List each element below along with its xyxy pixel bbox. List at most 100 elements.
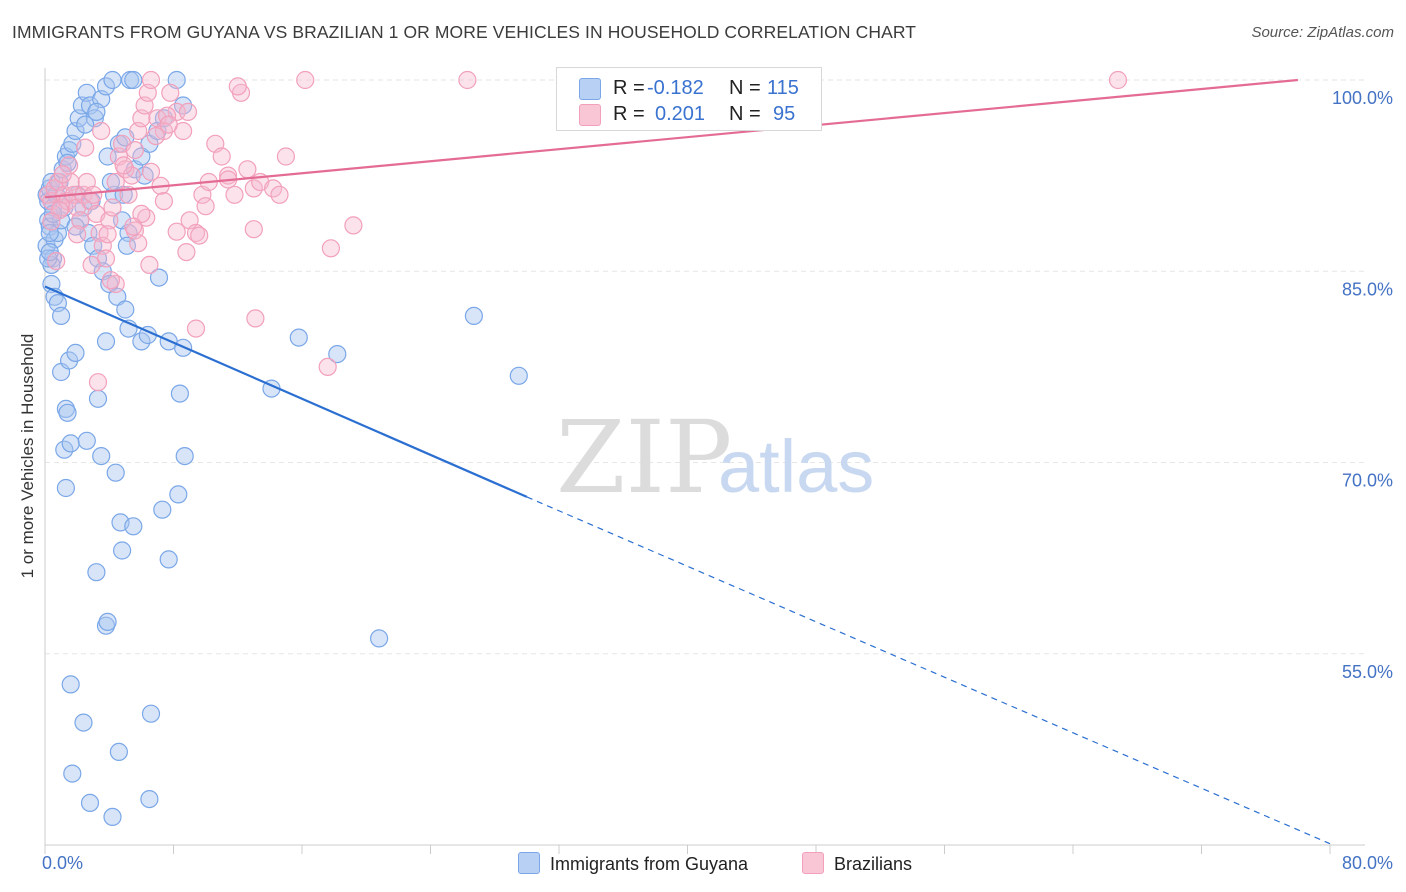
- guyana-point: [112, 211, 132, 230]
- brazil-point: [196, 197, 215, 216]
- brazil-point: [238, 160, 257, 179]
- trend-line-guyana-extrapolated: [526, 496, 1331, 845]
- brazil-point: [103, 198, 122, 217]
- brazil-point: [225, 185, 244, 204]
- guyana-point: [175, 447, 194, 466]
- brazil-point: [458, 70, 477, 90]
- brazil-point: [228, 77, 247, 96]
- watermark-zip: ZIP: [556, 399, 732, 516]
- brazil-point: [141, 162, 161, 181]
- guyana-point: [140, 789, 159, 809]
- guyana-point: [96, 77, 116, 96]
- source-label: Source: ZipAtlas.com: [1251, 24, 1394, 41]
- brazil-point: [186, 319, 206, 338]
- guyana-point: [59, 351, 79, 370]
- brazil-point: [114, 156, 133, 175]
- legend-n-label: N =: [729, 77, 761, 99]
- brazil-point: [177, 243, 196, 262]
- brazil-point: [98, 225, 117, 244]
- y-tick-label: 100.0%: [1332, 88, 1393, 108]
- bottom-legend-brazil: Brazilians: [802, 852, 912, 875]
- brazil-point: [76, 138, 95, 157]
- tick-labels: 100.0% 85.0% 70.0% 55.0% 0.0% 80.0%: [42, 88, 1393, 873]
- guyana-point: [169, 485, 188, 504]
- guyana-point: [124, 517, 143, 536]
- brazil-point: [47, 252, 66, 271]
- guyana-point: [464, 306, 483, 325]
- brazil-point: [1108, 70, 1128, 90]
- guyana-point: [289, 328, 308, 347]
- brazil-point: [53, 165, 72, 184]
- legend-swatch-brazil: [579, 104, 601, 126]
- watermark: ZIP atlas: [556, 399, 874, 516]
- series-guyana-points: [37, 70, 528, 827]
- axes: [44, 68, 1365, 854]
- brazil-point: [71, 211, 90, 230]
- guyana-point: [96, 332, 116, 351]
- brazil-point: [124, 217, 143, 236]
- brazil-point: [84, 185, 103, 204]
- guyana-point: [61, 675, 80, 694]
- brazil-point: [159, 115, 178, 134]
- watermark-atlas: atlas: [718, 425, 874, 508]
- bottom-legend-swatch-brazil: [802, 852, 824, 874]
- legend-r-label: R =: [613, 77, 645, 99]
- guyana-point: [170, 384, 189, 403]
- guyana-point: [40, 243, 59, 262]
- y-tick-label: 55.0%: [1342, 662, 1393, 682]
- guyana-point: [63, 764, 82, 783]
- brazil-point: [178, 102, 198, 122]
- brazil-point: [42, 212, 61, 231]
- guyana-point: [124, 70, 143, 90]
- guyana-point: [149, 268, 169, 287]
- guyana-point: [103, 807, 122, 827]
- guyana-point: [66, 343, 85, 362]
- trend-lines: [44, 78, 1331, 845]
- brazil-point: [167, 222, 186, 241]
- brazil-point: [101, 271, 121, 290]
- brazil-point: [276, 147, 295, 166]
- brazil-point: [296, 70, 315, 90]
- brazil-point: [270, 185, 289, 204]
- guyana-point: [103, 70, 122, 90]
- guyana-point: [56, 478, 76, 498]
- legend-n-label: N =: [729, 103, 761, 125]
- brazil-point: [140, 255, 159, 274]
- guyana-point: [87, 563, 106, 582]
- guyana-point: [98, 612, 117, 632]
- guyana-point: [112, 541, 132, 560]
- x-tick-label: 0.0%: [42, 853, 83, 873]
- brazil-point: [88, 373, 108, 392]
- brazil-point: [246, 309, 265, 328]
- guyana-point: [76, 115, 95, 134]
- guyana-point: [87, 102, 106, 122]
- brazil-point: [129, 234, 148, 253]
- brazil-point: [318, 357, 337, 376]
- y-tick-label: 85.0%: [1342, 279, 1393, 299]
- brazil-point: [344, 216, 363, 235]
- bottom-legend-label-brazil: Brazilians: [834, 854, 913, 874]
- guyana-point: [159, 550, 178, 569]
- guyana-point: [109, 742, 129, 762]
- brazil-point: [321, 239, 340, 258]
- guyana-point: [92, 447, 111, 466]
- brazil-point: [59, 156, 79, 175]
- y-tick-label: 70.0%: [1342, 471, 1393, 491]
- guyana-point: [141, 704, 161, 723]
- brazil-point: [92, 121, 111, 141]
- guyana-point: [106, 463, 125, 482]
- legend-swatch-guyana: [579, 78, 601, 100]
- legend-n-value: 95: [773, 103, 796, 125]
- guyana-point: [74, 713, 93, 732]
- guyana-point: [153, 500, 172, 519]
- guyana-point: [509, 366, 528, 385]
- brazil-point: [244, 220, 263, 239]
- correlation-legend: R = -0.182 N = 115 R = 0.201 N = 95: [556, 67, 822, 131]
- brazil-point: [212, 147, 231, 166]
- brazil-point: [161, 83, 180, 102]
- brazil-point: [190, 226, 209, 245]
- guyana-point: [77, 431, 96, 450]
- series-brazil-points: [39, 70, 1128, 392]
- brazil-point: [132, 204, 151, 223]
- trend-line-guyana: [44, 285, 528, 498]
